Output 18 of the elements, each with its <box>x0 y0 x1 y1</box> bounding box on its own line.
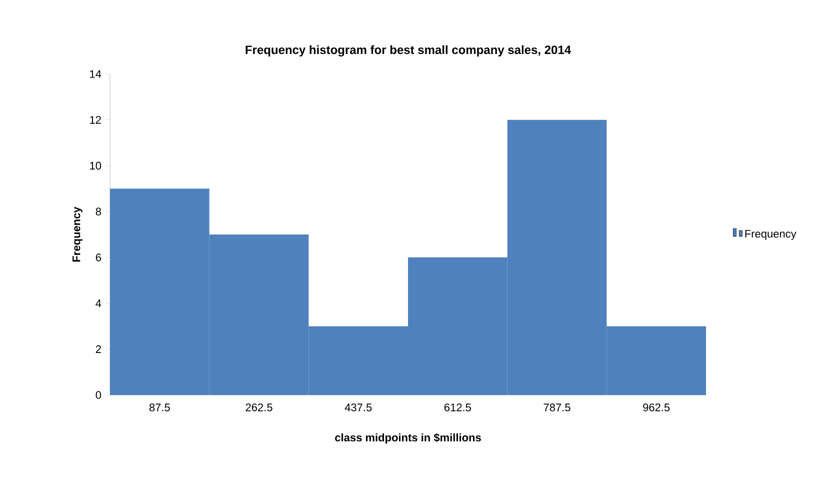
chart-title: Frequency histogram for best small company sales, 2014 <box>246 45 571 57</box>
x-tick-label: 437.5 <box>344 404 372 412</box>
y-tick-label: 2 <box>96 345 101 353</box>
x-axis-title: class midpoints in $millions <box>335 433 481 444</box>
x-tick-label: 262.5 <box>246 404 272 412</box>
y-tick-label: 14 <box>90 70 102 78</box>
y-tick-label: 6 <box>96 254 102 262</box>
y-tick-label: 8 <box>96 208 102 216</box>
x-tick-label: 962.5 <box>643 404 670 412</box>
y-tick-label: 4 <box>96 300 102 308</box>
y-tick-label: 10 <box>90 162 102 170</box>
x-tick-label: 787.5 <box>544 404 570 412</box>
x-tick-label: 612.5 <box>444 404 471 412</box>
y-tick-label: 0 <box>96 391 102 399</box>
y-axis-title: Frequency <box>72 206 82 262</box>
x-tick-label: 87.5 <box>149 404 170 412</box>
y-tick-label: 12 <box>90 116 101 124</box>
legend-label: Frequency <box>745 230 796 240</box>
